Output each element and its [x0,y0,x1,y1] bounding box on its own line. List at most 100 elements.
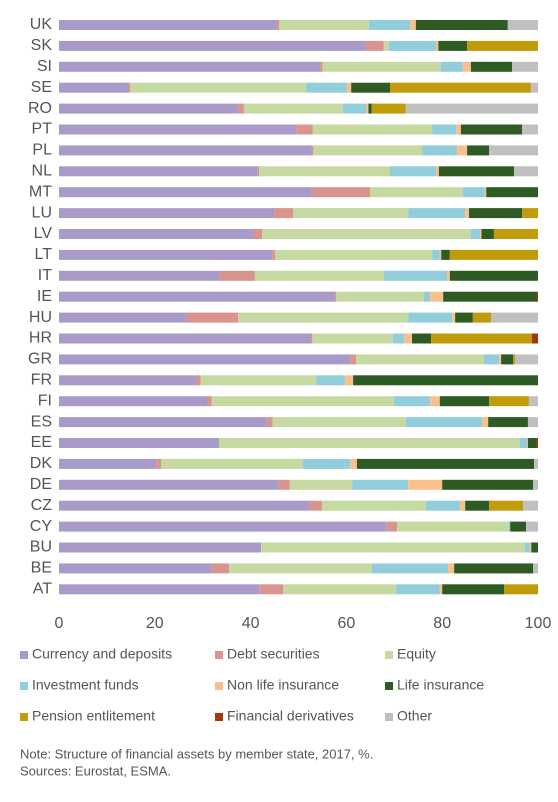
legend-label: Other [397,708,432,724]
bar-segment [534,458,538,469]
bar-segment [439,396,490,407]
bar-segment [306,82,347,93]
bar-segment [59,249,273,260]
bar-segment [489,500,524,511]
bar-segment [443,291,538,302]
bar-segment [59,61,321,72]
y-tick-label: NL [32,163,53,180]
bar-segment [529,542,532,553]
bar-segment [211,396,394,407]
bar-segment [274,208,294,219]
bar-segment [389,40,436,51]
bar-segment [59,40,366,51]
y-tick-label: ES [31,413,52,430]
legend-label: Pension entlitement [32,708,155,724]
bar-segment [59,354,351,365]
bar-segment [238,103,244,114]
bar-segment [59,417,267,428]
bar-segment [493,229,538,239]
y-tick-label: IT [38,267,52,284]
bar-segment [481,229,494,239]
y-tick-label: SI [37,58,52,75]
y-tick-label: LU [32,204,52,221]
y-tick-label: CZ [31,497,53,514]
legend-label: Equity [397,646,436,662]
bar-segment [396,584,440,595]
bar-segment [423,291,431,302]
bar-segment [439,584,443,595]
bar-segment [59,333,311,344]
bar-segment [254,270,384,281]
bar-segment [425,500,460,511]
bar-segment [320,61,323,72]
bar-segment [59,479,279,490]
y-tick-label: UK [30,16,53,33]
y-tick-label: BE [31,560,52,577]
bar-segment [59,458,157,469]
bar-segment [336,291,424,302]
bar-segment [350,458,357,469]
y-tick-label: RO [28,100,52,117]
bar-segment [368,20,411,30]
x-tick-label: 20 [146,615,164,632]
bar-segment [442,479,534,490]
legend-label: Investment funds [32,677,139,693]
bar-segment [59,103,239,114]
bar-segment [501,354,514,365]
y-tick-label: DK [30,455,53,472]
bar-segment [185,312,239,323]
bar-segment [439,249,442,260]
bar-segment [392,333,404,344]
bar-segment [334,291,337,302]
bar-segment [438,166,515,177]
y-tick-label: IE [37,288,52,305]
y-tick-label: SK [31,37,53,54]
bar-segment [59,542,262,553]
legend-label: Debt securities [227,646,320,662]
bar-segment [512,61,538,72]
bar-segment [195,375,201,386]
bar-segment [522,124,538,135]
bar-segment [59,229,254,239]
y-tick-label: HR [29,330,52,347]
bar-segment [311,145,314,156]
bar-segment [480,229,482,239]
bar-segment [211,563,230,574]
legend-swatch [215,651,223,659]
bar-segment [447,563,455,574]
bar-segment [470,61,513,72]
x-tick-label: 40 [242,615,260,632]
bar-segment [522,208,538,219]
bar-segment [465,500,490,511]
bar-segment [262,229,471,239]
bar-segment [527,438,537,448]
bar-segment [386,521,398,532]
bar-segment [484,187,487,198]
bar-segment [467,145,490,156]
legend-swatch [20,713,28,721]
y-tick-label: DE [30,476,52,493]
bar-segment [432,249,440,260]
bar-segment [454,563,534,574]
bar-segment [449,270,538,281]
bar-segment [389,166,436,177]
bar-segment [59,208,275,219]
legend-swatch [20,651,28,659]
bar-segment [508,521,511,532]
bar-segment [499,354,502,365]
legend-swatch [215,713,223,721]
bar-segment [435,40,439,51]
legend-swatch [385,682,393,690]
bar-segment [430,291,444,302]
bar-segment [491,312,538,323]
bar-segment [350,354,356,365]
bar-segment [59,312,186,323]
bar-segment [383,40,390,51]
y-tick-label: FR [31,372,52,389]
bar-segment [238,312,409,323]
bar-segment [456,124,461,135]
bar-segment [527,417,538,428]
bar-segment [219,270,255,281]
bar-segment [312,124,433,135]
